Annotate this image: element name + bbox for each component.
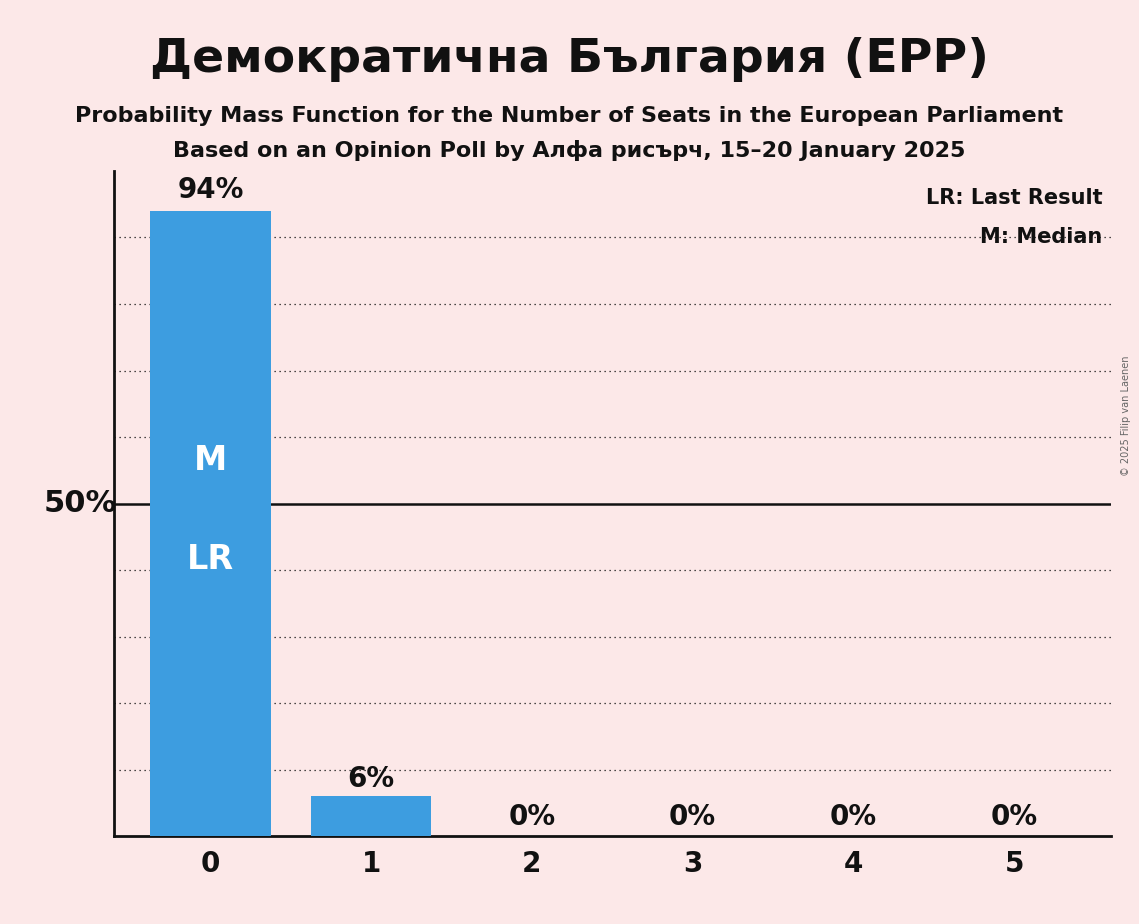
Text: M: M xyxy=(194,444,227,477)
Text: 50%: 50% xyxy=(44,489,117,518)
Text: Демократична България (EPP): Демократична България (EPP) xyxy=(150,37,989,82)
Text: LR: LR xyxy=(187,543,233,577)
Text: LR: Last Result: LR: Last Result xyxy=(926,188,1103,208)
Bar xyxy=(150,211,271,836)
Text: 0%: 0% xyxy=(830,803,877,831)
Text: Based on an Opinion Poll by Алфа рисърч, 15–20 January 2025: Based on an Opinion Poll by Алфа рисърч,… xyxy=(173,140,966,162)
Text: 0%: 0% xyxy=(669,803,716,831)
Text: 0%: 0% xyxy=(991,803,1038,831)
Text: 94%: 94% xyxy=(178,176,244,204)
Text: 0%: 0% xyxy=(508,803,556,831)
Text: 6%: 6% xyxy=(347,765,394,793)
Text: © 2025 Filip van Laenen: © 2025 Filip van Laenen xyxy=(1121,356,1131,476)
Text: M: Median: M: Median xyxy=(981,227,1103,248)
Bar xyxy=(311,796,432,836)
Text: Probability Mass Function for the Number of Seats in the European Parliament: Probability Mass Function for the Number… xyxy=(75,106,1064,127)
